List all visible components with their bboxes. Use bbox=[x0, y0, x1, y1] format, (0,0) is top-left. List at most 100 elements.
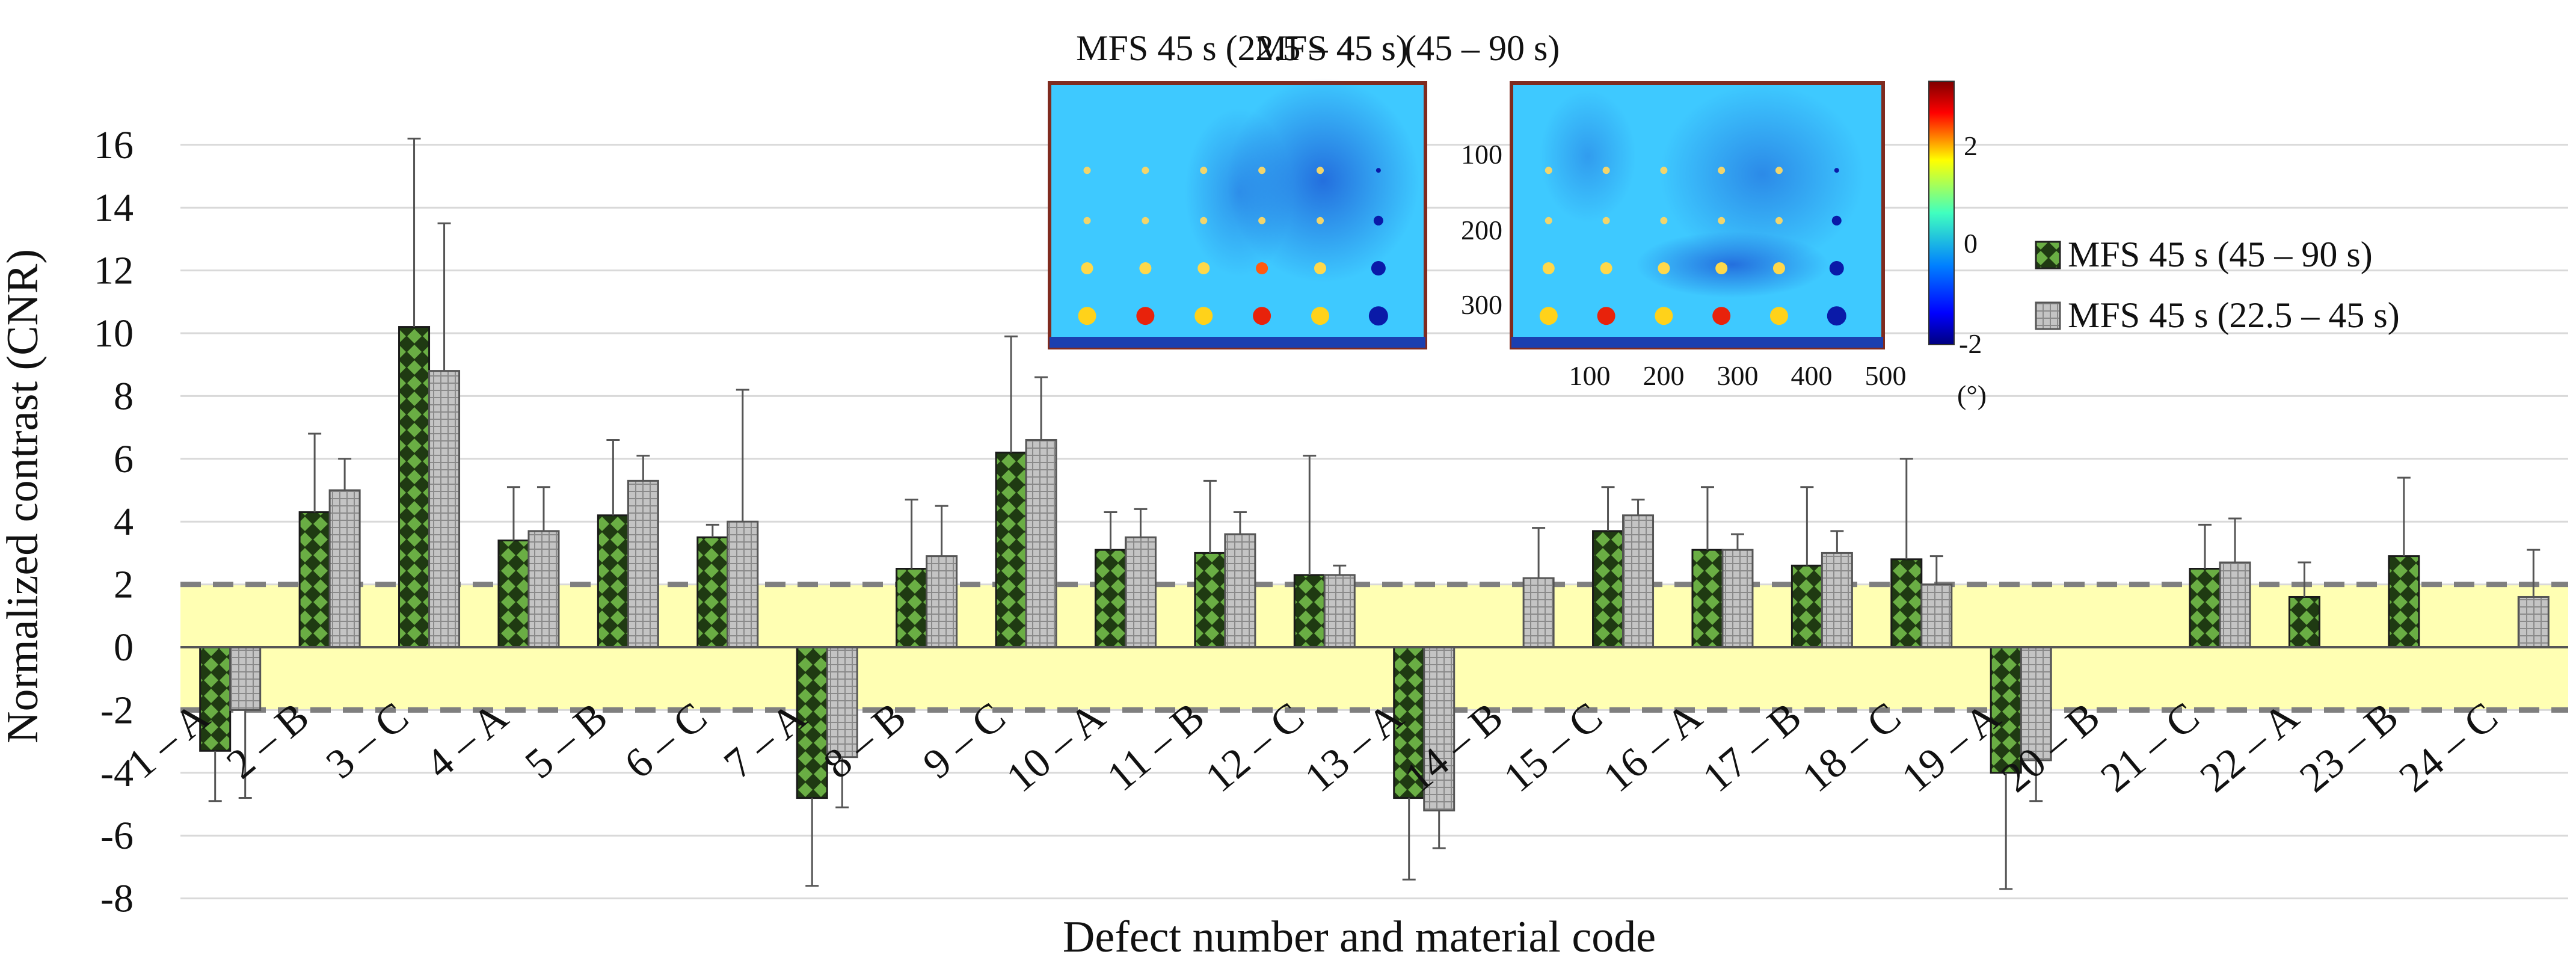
error-bars bbox=[208, 137, 2541, 890]
legend-label-2: MFS 45 s (22.5 – 45 s) bbox=[2068, 295, 2400, 335]
bar-series-2 bbox=[1025, 438, 1057, 648]
heatmap-spot bbox=[1769, 307, 1788, 325]
heatmap-spot bbox=[1655, 307, 1673, 325]
bar-series-1 bbox=[398, 326, 431, 648]
bar-series-1 bbox=[597, 514, 629, 648]
y-tick-label: -6 bbox=[100, 814, 134, 858]
heatmap-spot bbox=[1597, 307, 1615, 325]
heatmap-spot bbox=[1258, 217, 1266, 224]
heatmap-spot bbox=[1718, 217, 1726, 224]
bar-series-2 bbox=[926, 555, 958, 648]
x-axis-title: Defect number and material code bbox=[1063, 912, 1656, 962]
bar-series-1 bbox=[1094, 549, 1127, 648]
heatmap-spot bbox=[1258, 167, 1266, 174]
heatmap-spot bbox=[1194, 307, 1213, 325]
heatmap-spot bbox=[1373, 215, 1383, 226]
heatmap-spot bbox=[1712, 307, 1731, 325]
heatmap-spot bbox=[1311, 307, 1329, 325]
heatmap-spot bbox=[1376, 168, 1381, 173]
heatmap-spot bbox=[1660, 217, 1668, 224]
bar-series-2 bbox=[229, 646, 262, 711]
heatmap-spot bbox=[1834, 168, 1839, 173]
bar-series-1 bbox=[1791, 564, 1823, 648]
heatmap-spot bbox=[1317, 167, 1324, 174]
bar-series-2 bbox=[1622, 514, 1655, 648]
bar-series-1 bbox=[2388, 555, 2420, 648]
inset-xtick-500: 500 bbox=[1865, 360, 1907, 391]
bar-series-1 bbox=[2189, 568, 2221, 648]
heatmap-spot bbox=[1083, 167, 1091, 174]
heatmap-spot bbox=[1142, 217, 1149, 224]
heatmap-spot bbox=[1660, 167, 1668, 174]
heatmap-spot bbox=[1831, 215, 1842, 226]
heatmap-spot bbox=[1658, 262, 1670, 274]
y-tick-label: 0 bbox=[114, 626, 134, 669]
legend: MFS 45 s (45 – 90 s) MFS 45 s (22.5 – 45… bbox=[2035, 235, 2400, 335]
heatmap-spot bbox=[1542, 262, 1555, 274]
bar-series-2 bbox=[1522, 577, 1555, 648]
bar-series-2 bbox=[328, 489, 361, 648]
y-tick-label: 6 bbox=[114, 437, 134, 481]
y-tick-label: 10 bbox=[94, 312, 134, 355]
heatmap-spot bbox=[1197, 262, 1210, 274]
bar-series-2 bbox=[428, 370, 461, 648]
bar-series-1 bbox=[1592, 530, 1625, 648]
inset-title-2: MFS 45 s (45 – 90 s) bbox=[1255, 28, 1560, 68]
colorbar-tick-neg2: -2 bbox=[1959, 328, 1982, 359]
heatmap-spot bbox=[1718, 167, 1726, 174]
inset-ytick-200: 200 bbox=[1461, 215, 1502, 245]
inset-ytick-100: 100 bbox=[1461, 139, 1502, 170]
bar-series-2 bbox=[2219, 561, 2251, 648]
heatmap-spot bbox=[1772, 262, 1785, 274]
bars bbox=[199, 326, 2550, 811]
bar-series-2 bbox=[727, 520, 759, 648]
bar-series-1 bbox=[696, 536, 729, 648]
heatmap-spot bbox=[1253, 307, 1271, 325]
heatmap-spot bbox=[1715, 262, 1728, 274]
heatmap-spot bbox=[1600, 262, 1612, 274]
y-axis-title: Normalized contrast (CNR) bbox=[0, 249, 48, 743]
colorbar-tick-2: 2 bbox=[1964, 131, 1978, 161]
y-tick-label: -8 bbox=[100, 877, 134, 921]
legend-swatch-2 bbox=[2035, 301, 2061, 330]
heatmap-spot bbox=[1368, 306, 1388, 326]
bar-series-1 bbox=[896, 568, 928, 648]
bar-series-1 bbox=[1890, 558, 1923, 648]
heatmap-spot bbox=[1142, 167, 1149, 174]
bar-series-1 bbox=[1194, 552, 1226, 648]
y-tick-label: 8 bbox=[114, 374, 134, 418]
heatmap-spot bbox=[1545, 217, 1552, 224]
bar-series-1 bbox=[497, 540, 530, 648]
heatmap-spot bbox=[1775, 167, 1783, 174]
bar-series-2 bbox=[1721, 549, 1754, 648]
heatmap-spot bbox=[1539, 307, 1558, 325]
y-tick-label: 14 bbox=[94, 186, 134, 230]
bar-series-1 bbox=[995, 451, 1027, 648]
bar-series-2 bbox=[2517, 595, 2550, 648]
heatmap-spot bbox=[1827, 306, 1846, 326]
y-tick-label: 16 bbox=[94, 123, 134, 167]
bar-series-2 bbox=[527, 530, 560, 648]
heatmap-spot bbox=[1136, 307, 1155, 325]
bar-series-2 bbox=[1224, 533, 1256, 648]
bar-series-2 bbox=[1821, 552, 1853, 648]
y-tick-label: 12 bbox=[94, 249, 134, 293]
heatmap-spot bbox=[1371, 261, 1386, 275]
colorbar-tick-0: 0 bbox=[1964, 228, 1978, 259]
inset-title-1: MFS 45 s (22.5 – 45 s) bbox=[1076, 28, 1408, 68]
colorbar: 2 0 -2 (°) bbox=[1928, 81, 1987, 410]
heatmap-spot bbox=[1775, 217, 1783, 224]
y-tick-label: 4 bbox=[114, 500, 134, 544]
inset-heatmap-1: MFS 45 s (22.5 – 45 s) bbox=[1048, 28, 1427, 349]
bar-series-1 bbox=[1293, 574, 1326, 648]
bar-series-2 bbox=[627, 479, 659, 648]
inset-xtick-100: 100 bbox=[1569, 360, 1611, 391]
bar-series-1 bbox=[2288, 595, 2320, 648]
legend-swatch-1 bbox=[2035, 241, 2061, 269]
colorbar-unit: (°) bbox=[1957, 380, 1987, 410]
heatmap-spot bbox=[1314, 262, 1326, 274]
inset-heatmap-2: MFS 45 s (45 – 90 s) 100 200 300 100 200… bbox=[1255, 28, 1907, 391]
heatmap-spot bbox=[1829, 261, 1844, 275]
y-tick-label: -2 bbox=[100, 688, 134, 732]
